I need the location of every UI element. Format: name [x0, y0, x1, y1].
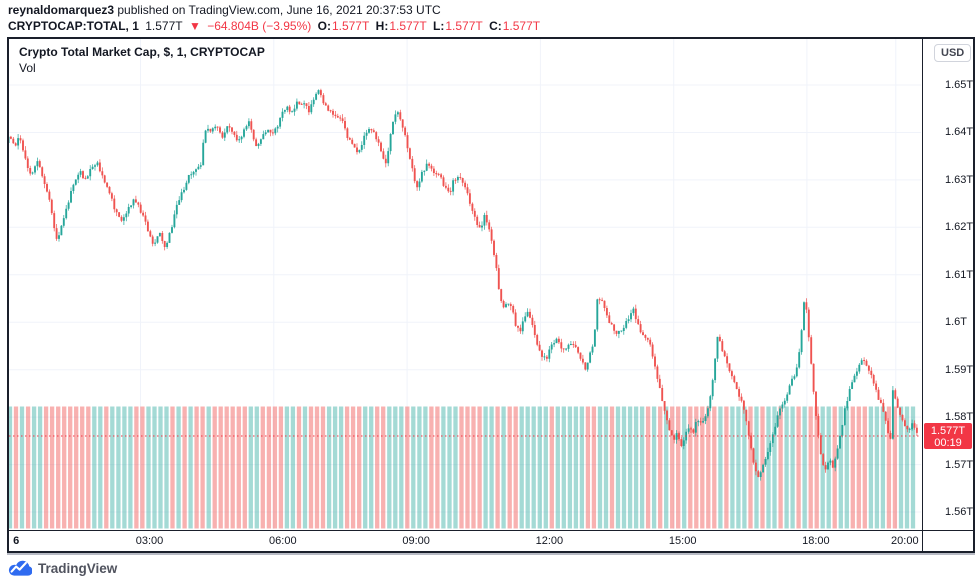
- symbol-status-line: CRYPTOCAP:TOTAL, 1 1.577T ▼ −64.804B (−3…: [8, 18, 543, 34]
- high-label: H:: [375, 19, 389, 33]
- close-value: 1.577T: [502, 19, 541, 33]
- price-axis-label: 1.63T: [945, 173, 974, 186]
- price-axis-label: 1.65T: [945, 79, 974, 91]
- price-axis-label: 1.59T: [945, 363, 974, 376]
- time-axis-label: 03:00: [135, 535, 164, 547]
- time-axis[interactable]: 6 03:00 06:00 09:00 12:00 15:00 18:00 20:00: [9, 531, 973, 551]
- up-candle-bodies: [9, 90, 914, 477]
- price-axis-label: 1.58T: [945, 411, 974, 424]
- price-axis-label: 1.57T: [945, 458, 974, 471]
- gridlines: [9, 39, 921, 529]
- volume-indicator-label[interactable]: Vol: [19, 61, 36, 75]
- price-axis[interactable]: USD 1.577T 00:19 1.65T 1.64T 1.63T 1.62T 1.6…: [923, 39, 973, 530]
- price-axis-label: 1.61T: [945, 268, 974, 281]
- time-axis-label: 06:00: [269, 535, 297, 547]
- chart-legend: Crypto Total Market Cap, $, 1, CRYPTOCAP…: [19, 45, 265, 76]
- down-candle-bodies: [9, 90, 918, 477]
- time-axis-separator: [9, 530, 973, 531]
- time-axis-label: 6: [13, 535, 20, 547]
- price-axis-label: 1.62T: [945, 221, 974, 234]
- brand-name: TradingView: [38, 560, 118, 576]
- open-value: 1.577T: [331, 19, 370, 33]
- bar-countdown: 00:19: [934, 437, 962, 449]
- time-axis-label: 15:00: [668, 535, 697, 547]
- tradingview-logo-icon: [9, 560, 32, 576]
- candlestick-chart-canvas[interactable]: [9, 39, 922, 530]
- last-price: 1.577T: [145, 19, 183, 33]
- price-axis-label: 1.6T: [945, 316, 968, 329]
- close-label: C:: [489, 19, 502, 33]
- chart-frame: Crypto Total Market Cap, $, 1, CRYPTOCAP…: [7, 37, 975, 553]
- price-axis-label: 1.64T: [945, 126, 974, 139]
- tradingview-branding: TradingView: [8, 559, 117, 577]
- time-axis-label: 20:00: [891, 535, 919, 547]
- price-axis-label: 1.56T: [945, 506, 974, 519]
- symbol-name: CRYPTOCAP:TOTAL, 1: [8, 19, 139, 33]
- price-axis-separator: [922, 39, 923, 551]
- publish-header: reynaldomarquez3 published on TradingVie…: [8, 2, 543, 34]
- time-axis-label: 09:00: [402, 535, 430, 547]
- currency-toggle-button[interactable]: USD: [934, 44, 972, 62]
- volume-bars-down: [13, 406, 898, 529]
- down-arrow-icon: ▼: [188, 19, 201, 33]
- chart-title: Crypto Total Market Cap, $, 1, CRYPTOCAP: [19, 45, 265, 59]
- last-price-badge-value: 1.577T: [930, 425, 966, 437]
- publish-info: reynaldomarquez3 published on TradingVie…: [8, 2, 543, 18]
- price-change: −64.804B (−3.95%): [207, 19, 312, 33]
- time-axis-label: 18:00: [802, 535, 830, 547]
- time-axis-label: 12:00: [535, 535, 564, 547]
- low-value: 1.577T: [445, 19, 483, 33]
- low-label: L:: [433, 19, 445, 33]
- publish-text: published on TradingView.com, June 16, 2…: [114, 3, 441, 17]
- last-price-badge: 1.577T 00:19: [924, 423, 972, 449]
- high-value: 1.577T: [389, 19, 427, 33]
- author-name: reynaldomarquez3: [8, 3, 115, 17]
- open-label: O:: [317, 19, 331, 33]
